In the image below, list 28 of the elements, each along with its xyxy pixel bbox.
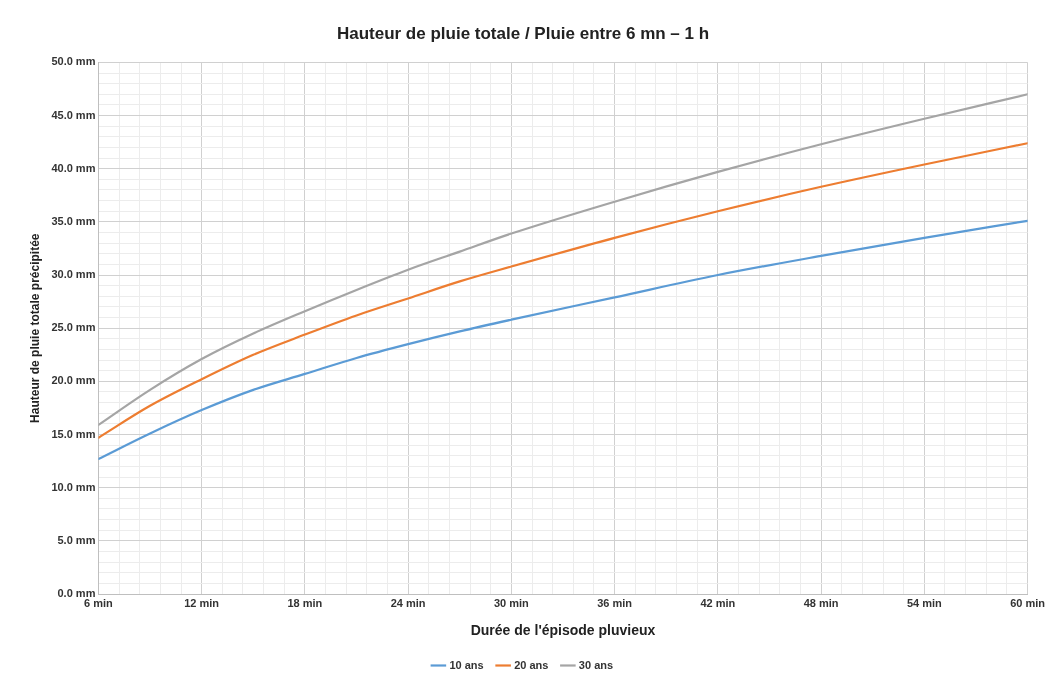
line-series [98, 142, 1028, 439]
y-tick-label: 45.0 mm [51, 108, 96, 121]
y-tick-label: 10.0 mm [51, 480, 96, 493]
x-tick-label: 60 min [1010, 596, 1046, 609]
y-tick-label: 25.0 mm [51, 321, 96, 334]
y-tick-label: 35.0 mm [51, 214, 96, 227]
legend-label: 20 ans [514, 658, 549, 671]
chart-title: Hauteur de pluie totale / Pluie entre 6 mn – 1 h [336, 23, 710, 43]
x-axis-title: Durée de l'épisode pluvieux [470, 622, 656, 639]
x-tick-label: 30 min [493, 596, 530, 609]
y-tick-label: 50.0 mm [51, 55, 96, 68]
x-tick-label: 12 min [184, 596, 220, 609]
x-tick-label: 42 min [700, 596, 736, 609]
x-tick-label: 48 min [803, 596, 839, 609]
x-tick-label: 36 min [597, 596, 633, 609]
y-axis-title: Hauteur de pluie totale précipitée [27, 233, 42, 423]
x-tick-label: 18 min [287, 596, 323, 609]
y-tick-label: 15.0 mm [51, 427, 96, 440]
y-tick-label: 5.0 mm [57, 533, 96, 546]
y-tick-label: 30.0 mm [51, 268, 96, 281]
legend-label: 30 ans [578, 658, 614, 671]
y-tick-label: 20.0 mm [51, 374, 96, 387]
line-series [98, 93, 1028, 427]
line-series [98, 219, 1028, 461]
x-tick-label: 54 min [906, 596, 943, 609]
x-tick-label: 24 min [390, 596, 426, 609]
y-tick-label: 40.0 mm [51, 161, 96, 174]
legend-label: 10 ans [449, 658, 484, 671]
